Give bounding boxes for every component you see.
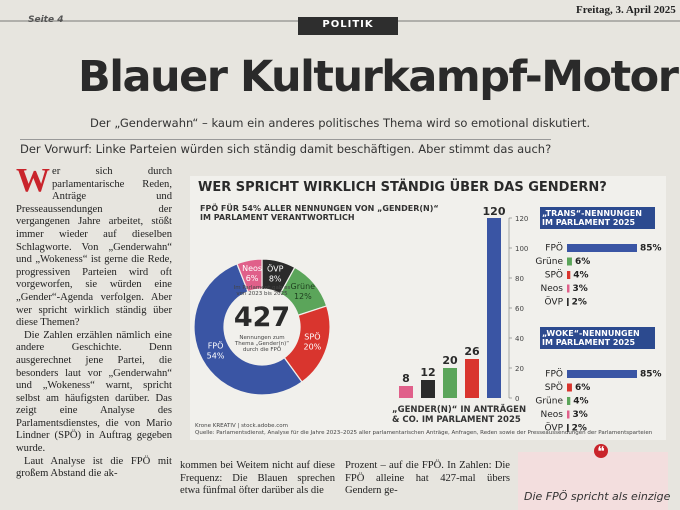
category-label: Grüne bbox=[535, 257, 563, 267]
paragraph: kommen bei Weitem nicht auf diese Freque… bbox=[180, 460, 335, 497]
subheadline: Der „Genderwahn“ – kaum ein anderes poli… bbox=[90, 116, 591, 130]
paragraph: Laut Analyse ist die FPÖ mit großem Abst… bbox=[16, 455, 172, 480]
donut-slice bbox=[236, 258, 263, 293]
chart-title: „GENDER(N)“ IN ANTRÄGEN & CO. IM PARLAME… bbox=[392, 405, 527, 425]
y-tick-label: 120 bbox=[515, 215, 528, 223]
bar-value: 4% bbox=[573, 271, 588, 281]
y-tick-label: 100 bbox=[515, 245, 528, 253]
slice-value: 20% bbox=[304, 342, 322, 351]
section: POLITIK bbox=[322, 19, 374, 30]
article-column: kommen bei Weitem nicht auf diese Freque… bbox=[180, 460, 335, 498]
slice-label: FPÖ bbox=[208, 341, 224, 351]
slice-value: 6% bbox=[246, 274, 259, 283]
bar bbox=[567, 244, 637, 252]
bar bbox=[567, 370, 637, 378]
paragraph: Wer sich durch parlamentarische Reden, A… bbox=[16, 162, 172, 329]
headline: Blauer Kulturkampf-Motor bbox=[78, 52, 679, 102]
page-number: Seite 4 bbox=[28, 15, 64, 25]
bar-value: 6% bbox=[575, 383, 590, 393]
credit: Krone KREATIV | stock.adobe.com bbox=[195, 423, 289, 429]
bar bbox=[567, 410, 570, 419]
bar bbox=[465, 359, 479, 398]
bar bbox=[567, 284, 570, 293]
chart-title: „WOKE“-NENNUNGEN IM PARLAMENT 2025 bbox=[540, 327, 655, 349]
chart-title: „TRANS“-NENNUNGEN IM PARLAMENT 2025 bbox=[540, 207, 655, 229]
bar-value: 8 bbox=[402, 372, 410, 385]
slice-value: 8% bbox=[269, 275, 282, 284]
center-text: Nennungen zum Thema „Gender(n)“ durch di… bbox=[234, 335, 290, 353]
category-label: Neos bbox=[541, 410, 564, 420]
bar-value: 20 bbox=[442, 354, 458, 367]
bar bbox=[399, 386, 413, 398]
category-label: Grüne bbox=[535, 397, 563, 407]
source: Quelle: Parlamentsdienst, Analyse für di… bbox=[195, 430, 653, 436]
bar-value: 3% bbox=[572, 284, 587, 294]
graphic-title: WER SPRICHT WIRKLICH STÄNDIG ÜBER DAS GE… bbox=[198, 180, 607, 195]
bar-value: 4% bbox=[573, 397, 588, 407]
bar-value: 3% bbox=[572, 410, 587, 420]
donut-slice bbox=[193, 262, 303, 396]
bar bbox=[421, 380, 435, 398]
center-number: 427 bbox=[233, 302, 291, 333]
bar bbox=[443, 368, 457, 398]
bar-value: 2% bbox=[572, 424, 587, 434]
section-box bbox=[298, 17, 398, 35]
slice-value: 12% bbox=[294, 292, 312, 301]
quote-icon: ❝ bbox=[594, 444, 608, 460]
bar bbox=[487, 218, 501, 398]
bar bbox=[567, 271, 571, 279]
bar-value: 26 bbox=[464, 345, 480, 358]
bar bbox=[567, 298, 569, 306]
quote-box: ❝ Die FPÖ spricht als einzige bbox=[518, 444, 671, 510]
paragraph: Die Zahlen erzählen nämlich eine andere … bbox=[16, 329, 172, 455]
bar bbox=[567, 383, 572, 392]
subheadline: Der Vorwurf: Linke Parteien würden sich … bbox=[20, 139, 552, 156]
slice-label: SPÖ bbox=[304, 331, 320, 341]
chart-title: FPÖ FÜR 54% ALLER NENNUNGEN VON „GENDER(… bbox=[200, 204, 439, 222]
bar-value: 2% bbox=[572, 298, 587, 308]
bar-value: 85% bbox=[640, 244, 662, 254]
article-column: Wer sich durch parlamentarische Reden, A… bbox=[16, 162, 172, 481]
center-intro: Im Parlament gab es von 2023 bis 2025 bbox=[233, 285, 291, 297]
y-tick-label: 0 bbox=[515, 395, 519, 403]
category-label: SPÖ bbox=[545, 270, 563, 281]
y-tick-label: 60 bbox=[515, 305, 524, 313]
bar-value: 6% bbox=[575, 257, 590, 267]
category-label: FPÖ bbox=[545, 243, 563, 254]
category-label: ÖVP bbox=[544, 297, 563, 308]
y-tick-label: 40 bbox=[515, 335, 524, 343]
category-label: Neos bbox=[541, 284, 564, 294]
bar bbox=[567, 424, 569, 432]
category-label: SPÖ bbox=[545, 382, 563, 393]
bar bbox=[567, 257, 572, 266]
quote: Die FPÖ spricht als einzige bbox=[524, 490, 671, 503]
bar-value: 120 bbox=[483, 205, 506, 218]
bar-value: 12 bbox=[420, 366, 435, 379]
bar bbox=[567, 397, 571, 405]
y-tick-label: 20 bbox=[515, 365, 524, 373]
date: Freitag, 3. April 2025 bbox=[576, 4, 676, 16]
y-tick-label: 80 bbox=[515, 275, 524, 283]
category-label: FPÖ bbox=[545, 369, 563, 380]
paragraph: Prozent – auf die FPÖ. In Zahlen: Die FP… bbox=[345, 460, 510, 497]
category-label: ÖVP bbox=[544, 423, 563, 434]
slice-value: 54% bbox=[207, 352, 225, 361]
bar-value: 85% bbox=[640, 370, 662, 380]
slice-label: Grüne bbox=[291, 282, 316, 291]
slice-label: ÖVP bbox=[267, 264, 284, 274]
article-column: Prozent – auf die FPÖ. In Zahlen: Die FP… bbox=[345, 460, 510, 498]
slice-label: Neos bbox=[242, 264, 262, 273]
